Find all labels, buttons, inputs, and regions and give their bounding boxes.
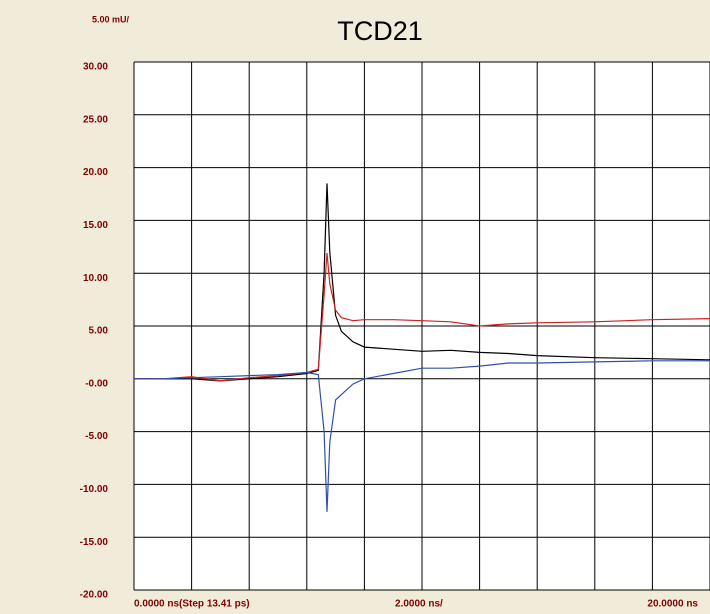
y-tick-label: 5.00 [89, 326, 109, 337]
series-line [134, 183, 710, 382]
y-tick-label: 20.00 [83, 167, 108, 178]
x-end-label: 20.0000 ns [647, 599, 698, 610]
y-tick-label: -5.00 [85, 431, 108, 442]
y-tick-label: 10.00 [83, 273, 108, 284]
series-line [134, 360, 710, 512]
y-tick-label: 15.00 [83, 220, 108, 231]
y-tick-label: -20.00 [80, 590, 109, 601]
y-tick-label: 25.00 [83, 114, 108, 125]
x-division-label: 2.0000 ns/ [395, 599, 443, 610]
y-tick-label: -10.00 [80, 484, 109, 495]
y-tick-label: -0.00 [85, 378, 108, 389]
y-tick-label: -15.00 [80, 537, 109, 548]
x-start-label: 0.0000 ns(Step 13.41 ps) [134, 599, 250, 610]
chart-title: TCD21 [337, 16, 423, 46]
y-tick-label: 30.00 [83, 62, 108, 73]
y-division-label: 5.00 mU/ [92, 14, 130, 24]
series-line [134, 253, 710, 382]
